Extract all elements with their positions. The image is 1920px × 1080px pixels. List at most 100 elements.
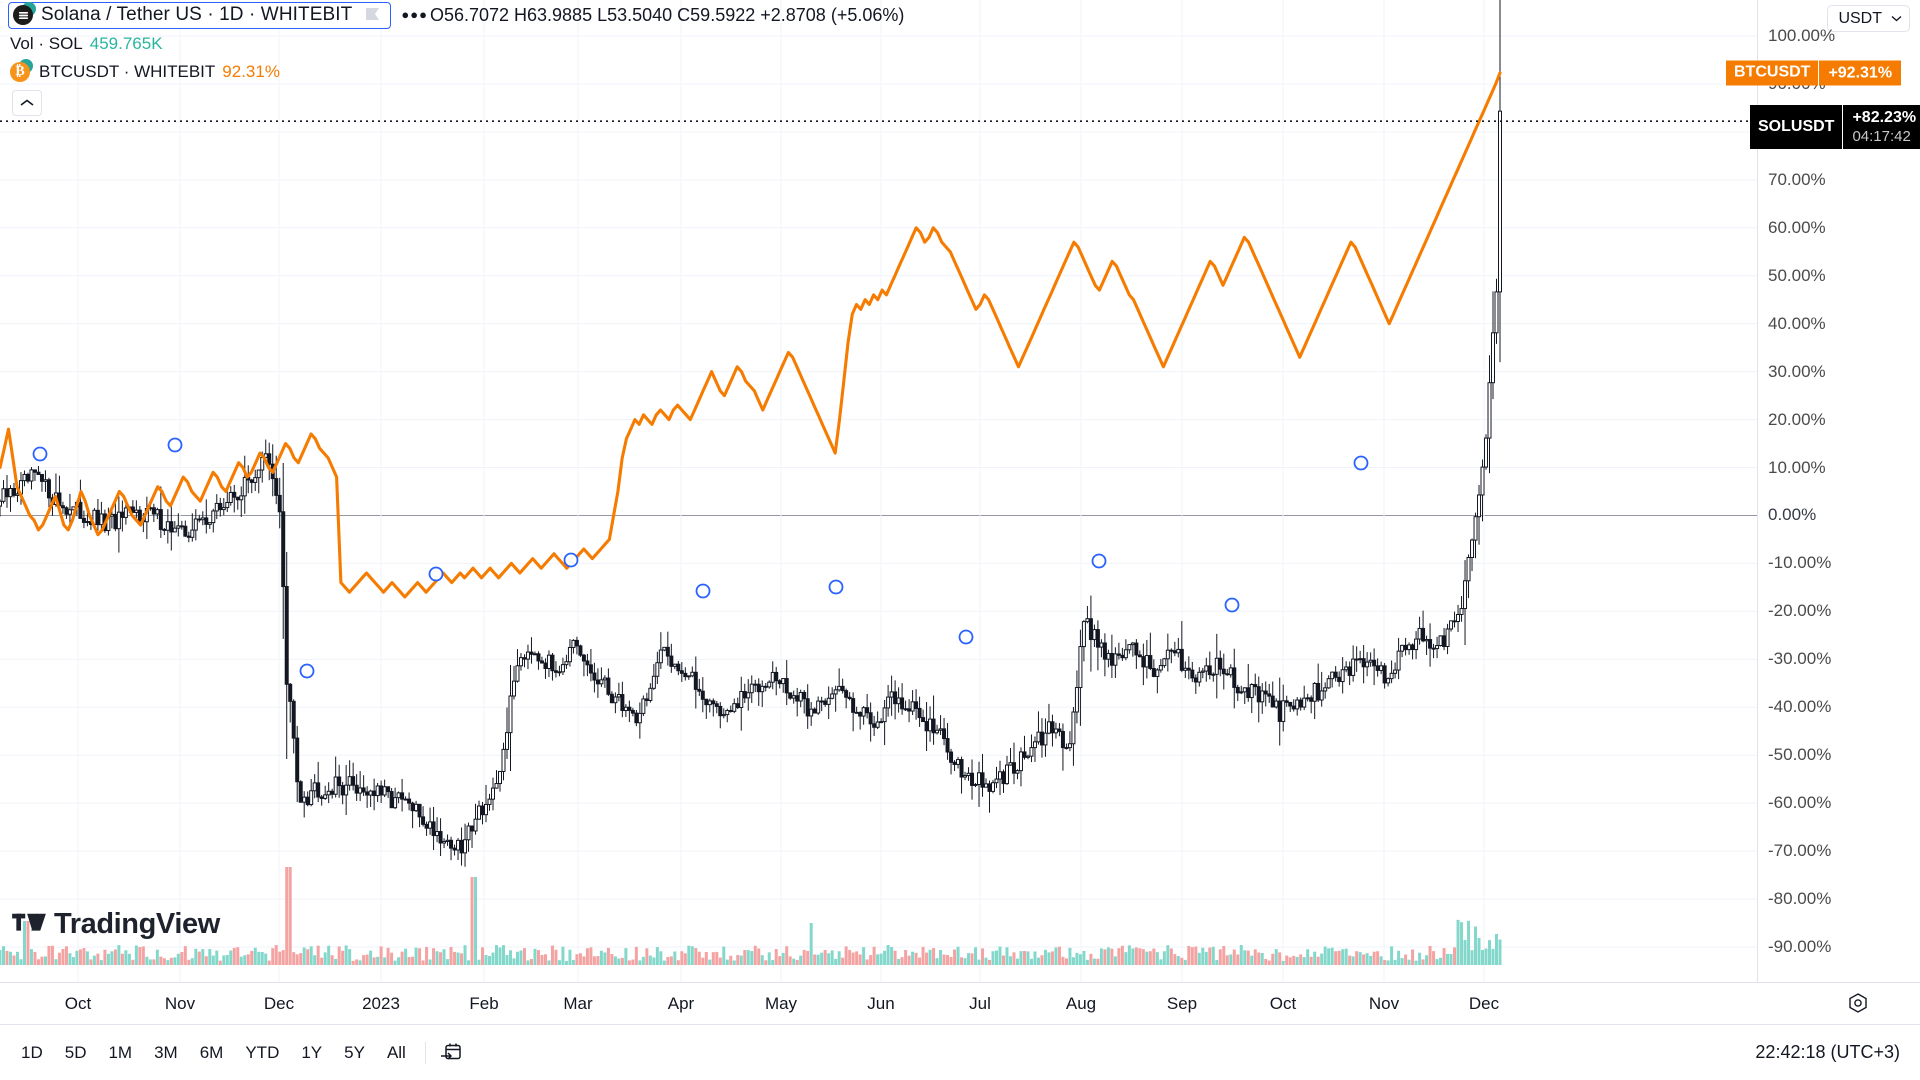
blue-circle-marker[interactable] (828, 579, 844, 595)
volume-bar (774, 949, 778, 965)
volume-bar (855, 951, 859, 965)
collapse-legend-button[interactable] (12, 90, 42, 116)
volume-bar (29, 949, 33, 965)
candle-body (431, 821, 436, 837)
range-button-5y[interactable]: 5Y (335, 1038, 374, 1068)
volume-bar (1138, 948, 1142, 965)
blue-circle-marker[interactable] (299, 663, 315, 679)
legend-row-btcusdt[interactable]: ₿ BTCUSDT · WHITEBIT 92.31% (0, 58, 909, 86)
blue-circle-marker[interactable] (167, 437, 183, 453)
more-options-icon[interactable]: ●●● (401, 7, 428, 22)
volume-bar (211, 955, 215, 965)
chart-markers[interactable] (32, 437, 1369, 679)
volume-bar (1215, 959, 1219, 965)
blue-circle-marker[interactable] (695, 583, 711, 599)
candle-body (123, 507, 128, 518)
volume-bar (1187, 945, 1191, 965)
volume-bar (1012, 952, 1016, 965)
volume-bar (418, 948, 422, 965)
candle-body (428, 821, 433, 829)
range-button-1m[interactable]: 1M (99, 1038, 141, 1068)
range-button-ytd[interactable]: YTD (236, 1038, 288, 1068)
blue-circle-marker[interactable] (32, 446, 48, 462)
candle-body (480, 805, 485, 816)
time-axis-label: Dec (263, 994, 295, 1013)
candle-body (683, 672, 688, 678)
price-tag-btcusdt[interactable]: BTCUSDT +92.31% (1726, 60, 1902, 86)
volume-bar (145, 956, 149, 965)
price-axis-tick: 60.00% (1768, 217, 1826, 237)
candle-body (742, 691, 747, 699)
volume-bar (956, 946, 960, 965)
range-button-6m[interactable]: 6M (191, 1038, 233, 1068)
blue-circle-marker[interactable] (428, 566, 444, 582)
volume-bar (942, 954, 946, 965)
candle-body (728, 710, 733, 713)
volume-bar (645, 948, 649, 965)
goto-date-button[interactable] (436, 1039, 466, 1067)
blue-circle-marker[interactable] (1091, 553, 1107, 569)
price-tag-solusdt[interactable]: SOLUSDT +82.23% 04:17:42 (1750, 105, 1920, 150)
symbol-button[interactable]: Solana / Tether US · 1D · WHITEBIT (8, 1, 392, 29)
candle-body (1001, 771, 1006, 785)
candle-body (172, 527, 177, 533)
volume-bar (162, 958, 166, 965)
currency-selector[interactable]: USDT (1827, 5, 1910, 32)
range-button-5d[interactable]: 5D (56, 1038, 96, 1068)
candle-body (980, 772, 985, 788)
time-axis[interactable]: Oct Nov Dec 2023 Feb Mar Apr May Jun Jul Aug Sep Oct… (0, 982, 1920, 1024)
ohlc-close: C59.5922 (677, 4, 756, 25)
candle-body (812, 708, 817, 714)
candle-body (851, 698, 856, 713)
candle-body (536, 653, 541, 662)
volume-bar (638, 960, 642, 965)
candle-body (284, 586, 289, 685)
volume-bar (1033, 951, 1037, 965)
volume-bar (883, 950, 887, 965)
candle-body (767, 681, 772, 688)
candle-body (337, 776, 342, 787)
range-button-1y[interactable]: 1Y (292, 1038, 331, 1068)
blue-circle-marker[interactable] (1224, 597, 1240, 613)
volume-bar (1005, 947, 1009, 965)
candle-body (403, 798, 408, 801)
volume-bar (1103, 949, 1107, 965)
volume-bar (1054, 947, 1058, 965)
candle-body (116, 511, 121, 530)
volume-bar (0, 949, 2, 965)
time-settings-button[interactable] (1844, 990, 1872, 1016)
legend-row-volume[interactable]: Vol · SOL 459.765K (0, 30, 909, 58)
volume-bar (1400, 958, 1404, 965)
volume-bar (1197, 952, 1201, 965)
candle-body (176, 525, 181, 529)
range-button-3m[interactable]: 3M (145, 1038, 187, 1068)
volume-bar (82, 948, 86, 965)
blue-circle-marker[interactable] (1353, 455, 1369, 471)
candle-body (1092, 629, 1097, 641)
candle-body (802, 691, 807, 700)
candle-body (1169, 649, 1174, 652)
candle-body (1379, 665, 1384, 671)
volume-bar (1194, 946, 1198, 965)
candle-body (714, 703, 719, 707)
candle-body (253, 477, 258, 483)
volume-bar (43, 956, 47, 965)
volume-bar (428, 959, 432, 965)
blue-circle-marker[interactable] (958, 629, 974, 645)
volume-bar (575, 954, 579, 965)
volume-bar (1064, 958, 1068, 965)
eye-flag-icon[interactable] (364, 6, 382, 24)
volume-bar (110, 951, 114, 965)
volume-bar (1449, 953, 1453, 965)
range-button-1d[interactable]: 1D (12, 1038, 52, 1068)
volume-bar (921, 946, 925, 965)
chart-canvas[interactable] (0, 0, 1757, 982)
volume-bar (155, 949, 159, 965)
candle-body (721, 714, 726, 717)
solana-icon (13, 2, 36, 26)
range-button-all[interactable]: All (378, 1038, 415, 1068)
blue-circle-marker[interactable] (563, 552, 579, 568)
volume-bar (809, 923, 813, 965)
volume-bar (960, 957, 964, 965)
volume-bar (1481, 949, 1485, 965)
